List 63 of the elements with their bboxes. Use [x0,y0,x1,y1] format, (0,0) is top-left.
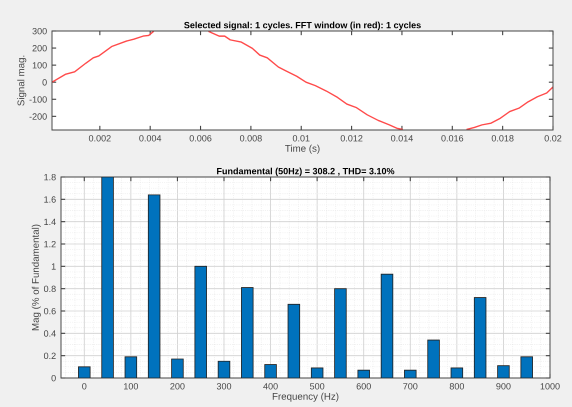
chart-title: Selected signal: 1 cycles. FFT window (in red): 1 cycles [184,22,421,30]
bar [404,370,417,378]
chart-title: Fundamental (50Hz) = 308.2 , THD= 3.10% [217,168,394,176]
y-tick-label: 0.4 [44,330,56,337]
x-tick-label: 300 [216,383,232,390]
bar [148,194,160,378]
bar [520,356,533,378]
x-tick-label: 0.01 [292,135,310,142]
x-tick-label: 500 [310,383,324,390]
x-tick-label: 0.012 [340,135,362,142]
y-tick-label: 0.8 [44,286,56,292]
bar [124,356,138,378]
x-tick-label: 700 [403,383,418,390]
y-tick-label: 0.6 [44,308,56,314]
bar [218,360,230,378]
x-tick-label: 200 [170,383,185,390]
bar [288,304,300,378]
x-tick-label: 0.002 [88,135,111,142]
x-tick-label: 0.014 [391,135,413,142]
bar [264,364,277,378]
bar [334,288,347,378]
x-tick-label: 0.006 [190,135,212,142]
y-tick-label: -100 [29,96,47,103]
y-tick-label: 1.6 [44,196,56,203]
x-axis-title: Frequency (Hz) [272,392,338,402]
bar [171,358,184,378]
x-tick-label: 400 [263,383,278,390]
x-tick-label: 0 [82,383,86,390]
x-tick-label: 900 [496,383,511,390]
bar [78,366,91,378]
y-tick-label: 1.8 [44,174,56,180]
x-tick-label: 0.004 [139,135,162,142]
y-tick-label: 1.4 [44,218,56,225]
bar [427,340,440,378]
x-tick-label: 0.016 [441,135,464,142]
y-tick-label: 0 [51,374,56,382]
y-tick-label: 1 [52,263,56,270]
x-tick-label: 1000 [540,383,560,390]
y-tick-label: 100 [32,62,47,68]
bar [357,370,370,378]
y-tick-label: 0 [42,79,47,86]
x-tick-label: 100 [124,383,138,390]
y-tick-label: 1.2 [44,240,56,248]
x-tick-label: 600 [356,383,371,390]
x-tick-label: 0.02 [544,135,562,142]
bar [101,177,114,378]
x-tick-label: 800 [450,383,464,390]
y-tick-label: 200 [32,45,47,52]
y-tick-label: -200 [29,113,47,120]
x-tick-label: 0.018 [492,135,514,142]
bar [310,368,324,378]
y-tick-label: 300 [32,28,47,34]
bar [497,365,510,378]
bar [194,266,207,378]
y-axis-title: Signal mag. [17,56,26,106]
bar [474,297,486,378]
y-tick-label: 0.2 [44,352,56,360]
x-tick-label: 0.008 [240,135,262,142]
bar [450,368,464,378]
x-axis-title: Time (s) [285,144,320,154]
bar [380,274,394,378]
y-axis-title: Mag (% of Fundamental) [32,224,41,330]
bar [241,287,254,378]
